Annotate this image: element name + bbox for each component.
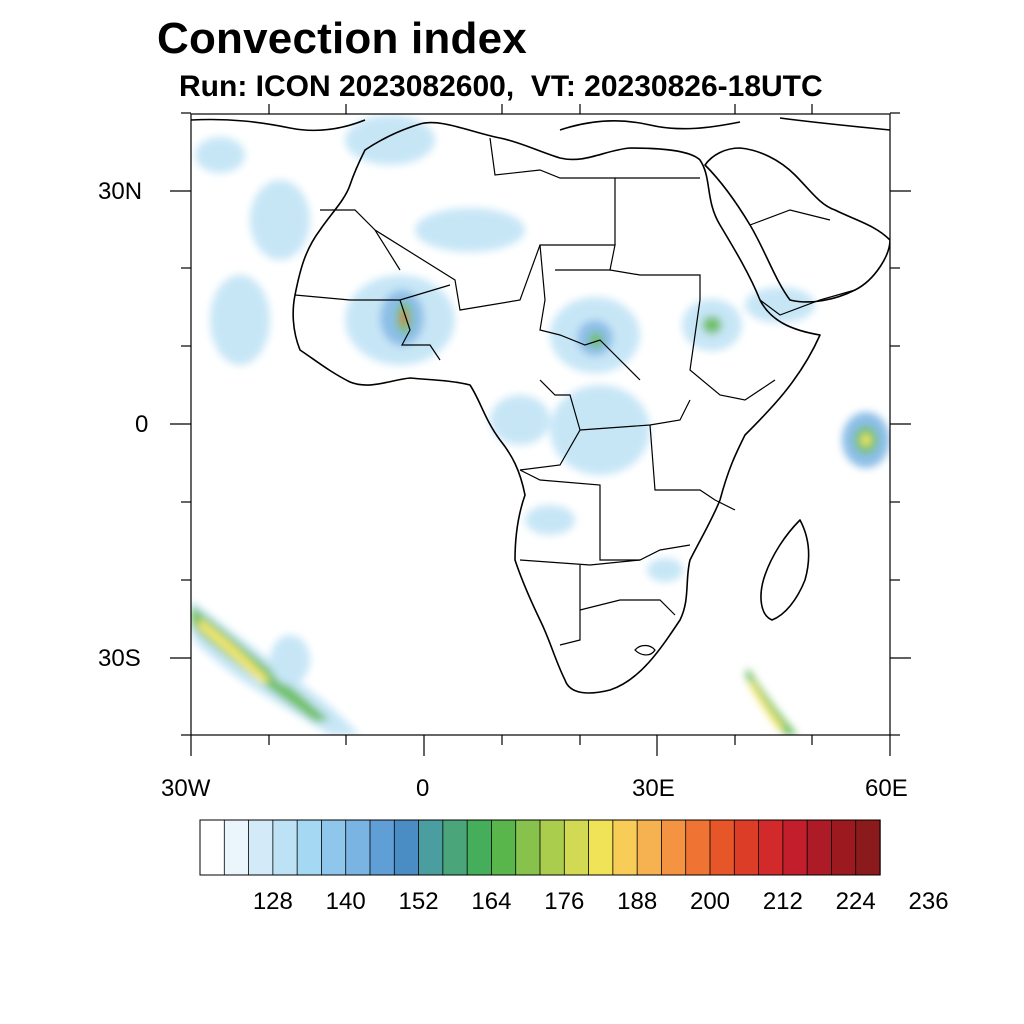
colorbar-swatch: [612, 819, 638, 876]
colorbar-swatch: [515, 819, 541, 876]
colorbar-label: 224: [835, 888, 876, 915]
chart-subtitle: Run: ICON 2023082600, VT: 20230826-18UTC: [179, 70, 823, 103]
lat-label-0: 0: [135, 411, 149, 438]
colorbar-swatch: [588, 819, 614, 876]
colorbar-swatch: [345, 819, 371, 876]
chart-title: Convection index: [157, 14, 527, 63]
colorbar-swatch: [782, 819, 808, 876]
colorbar-swatch: [563, 819, 590, 876]
colorbar-label: 212: [762, 888, 803, 915]
colorbar-swatch: [272, 819, 298, 876]
map-area: [191, 115, 890, 735]
colorbar-swatch: [855, 819, 881, 876]
colorbar-swatch: [393, 819, 420, 876]
colorbar-label: 200: [689, 888, 731, 915]
lat-label-30s: 30S: [98, 645, 141, 672]
colorbar-swatch: [296, 819, 323, 876]
lon-label-30w: 30W: [161, 775, 211, 802]
colorbar-swatch: [466, 819, 493, 876]
lon-label-60e: 60E: [865, 775, 908, 802]
colorbar-label: 176: [544, 888, 585, 915]
colorbar-label: 140: [325, 888, 366, 915]
convection-shading: [191, 115, 890, 735]
colorbar-swatch: [418, 819, 444, 876]
colorbar-label: 128: [252, 888, 293, 915]
colorbar-swatch: [199, 819, 225, 876]
colorbar-label: 188: [617, 888, 658, 915]
colorbar-swatch: [321, 819, 347, 876]
lon-label-30e: 30E: [632, 775, 675, 802]
colorbar-swatch: [442, 819, 468, 876]
colorbar-swatch: [806, 819, 833, 876]
colorbar-swatch: [636, 819, 663, 876]
colorbar-label: 152: [398, 888, 439, 915]
lon-label-0: 0: [416, 775, 430, 802]
colorbar-swatch: [491, 819, 517, 876]
colorbar: [199, 819, 881, 876]
colorbar-swatch: [539, 819, 565, 876]
borders: [294, 137, 856, 656]
axis-ticks: [170, 104, 911, 756]
colorbar-swatch: [685, 819, 711, 876]
colorbar-frame: [199, 819, 881, 876]
colorbar-swatch: [831, 819, 857, 876]
colorbar-swatch: [661, 819, 687, 876]
colorbar-swatch: [758, 819, 784, 876]
lat-label-30n: 30N: [98, 178, 143, 205]
colorbar-swatch: [223, 819, 250, 876]
colorbar-label: 164: [471, 888, 512, 915]
colorbar-swatch: [733, 819, 760, 876]
colorbar-label: 236: [908, 888, 949, 915]
colorbar-swatch: [248, 819, 274, 876]
colorbar-swatch: [709, 819, 735, 876]
colorbar-swatch: [369, 819, 395, 876]
